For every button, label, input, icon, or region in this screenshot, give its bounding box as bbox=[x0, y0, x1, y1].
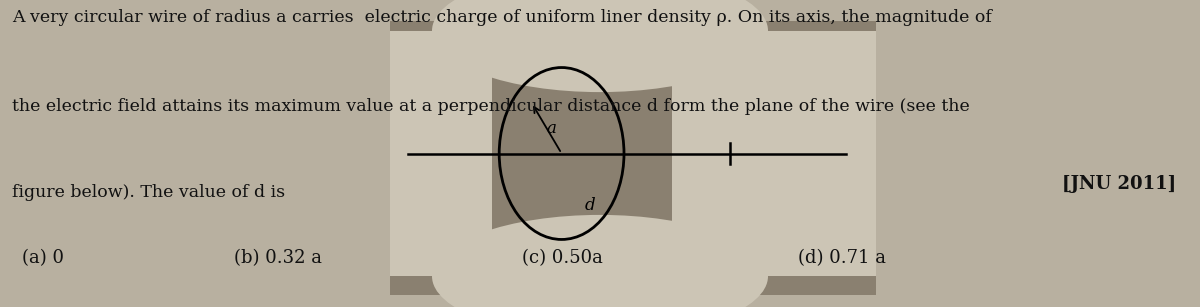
Text: (d) 0.71 a: (d) 0.71 a bbox=[798, 249, 886, 267]
Bar bbox=[390, 21, 876, 295]
Bar bbox=[672, 31, 876, 276]
Text: A very circular wire of radius a carries  electric charge of uniform liner densi: A very circular wire of radius a carries… bbox=[12, 9, 992, 26]
Text: figure below). The value of d is: figure below). The value of d is bbox=[12, 184, 286, 201]
Text: a: a bbox=[546, 120, 556, 138]
Bar bbox=[390, 31, 492, 276]
Ellipse shape bbox=[432, 0, 768, 92]
Text: the electric field attains its maximum value at a perpendicular distance d form : the electric field attains its maximum v… bbox=[12, 98, 970, 115]
Text: (a) 0: (a) 0 bbox=[22, 249, 64, 267]
Text: [JNU 2011]: [JNU 2011] bbox=[1062, 175, 1176, 193]
Text: d: d bbox=[584, 197, 595, 214]
Ellipse shape bbox=[432, 215, 768, 307]
Text: (c) 0.50a: (c) 0.50a bbox=[522, 249, 602, 267]
Text: (b) 0.32 a: (b) 0.32 a bbox=[234, 249, 322, 267]
